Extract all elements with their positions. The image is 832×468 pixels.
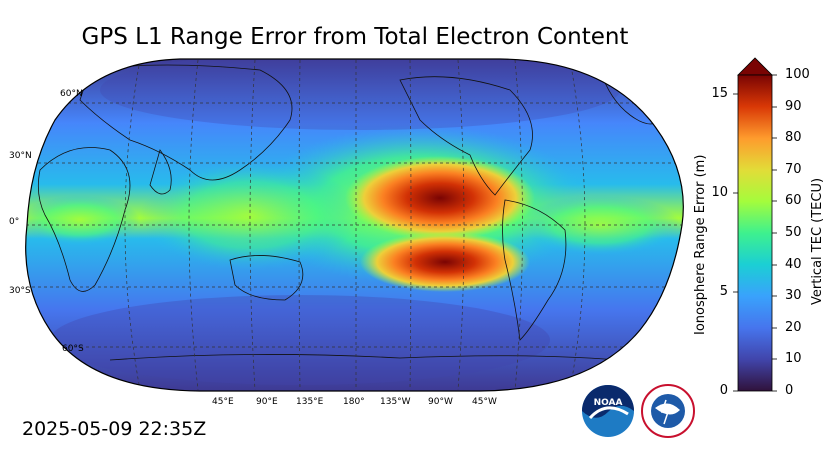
lat-label-60n: 60°N bbox=[60, 89, 83, 99]
lon-label-180: 180° bbox=[343, 397, 365, 407]
coastlines bbox=[37, 64, 661, 363]
colorbar-extend-arrow bbox=[737, 57, 773, 76]
lon-label-45e: 45°E bbox=[212, 397, 234, 407]
colorbar-left-tick: 10 bbox=[711, 185, 728, 200]
colorbar-right-tick: 40 bbox=[785, 257, 802, 272]
colorbar-right-axis-label: Vertical TEC (TECU) bbox=[810, 177, 825, 305]
lon-label-45w: 45°W bbox=[472, 397, 497, 407]
lat-label-30s: 30°S bbox=[9, 286, 31, 296]
svg-text:NOAA: NOAA bbox=[594, 398, 623, 408]
colorbar-right-tick: 90 bbox=[785, 99, 802, 114]
map-title: GPS L1 Range Error from Total Electron C… bbox=[81, 24, 629, 50]
lat-label-equator: 0° bbox=[9, 217, 20, 227]
colorbar-left-tick: 5 bbox=[719, 284, 728, 299]
colorbar-left-tick: 15 bbox=[711, 86, 728, 101]
colorbar-right-tick: 80 bbox=[785, 130, 802, 145]
colorbar bbox=[733, 57, 777, 392]
graticule bbox=[25, 59, 684, 391]
colorbar-right-tick: 30 bbox=[785, 288, 802, 303]
colorbar-right-tick: 70 bbox=[785, 162, 802, 177]
colorbar-right-tick: 10 bbox=[785, 351, 802, 366]
colorbar-gradient bbox=[737, 74, 773, 392]
colorbar-right-tick: 50 bbox=[785, 225, 802, 240]
colorbar-right-tick: 60 bbox=[785, 193, 802, 208]
lon-label-90w: 90°W bbox=[428, 397, 453, 407]
nws-logo bbox=[641, 384, 695, 438]
valid-time: 2025-05-09 22:35Z bbox=[22, 418, 207, 440]
lat-label-60s: 60°S bbox=[62, 344, 84, 354]
lon-label-135w: 135°W bbox=[380, 397, 411, 407]
lon-label-135e: 135°E bbox=[296, 397, 324, 407]
colorbar-right-tick: 0 bbox=[785, 383, 794, 398]
colorbar-right-tick: 20 bbox=[785, 320, 802, 335]
lon-label-90e: 90°E bbox=[256, 397, 278, 407]
lat-label-30n: 30°N bbox=[9, 151, 32, 161]
colorbar-left-axis-label: Ionosphere Range Error (m) bbox=[693, 154, 708, 335]
globe-outline bbox=[25, 58, 684, 392]
colorbar-right-tick: 100 bbox=[785, 67, 810, 82]
tec-field bbox=[25, 59, 684, 391]
noaa-logo: NOAA bbox=[582, 385, 634, 437]
colorbar-left-tick: 0 bbox=[719, 383, 728, 398]
